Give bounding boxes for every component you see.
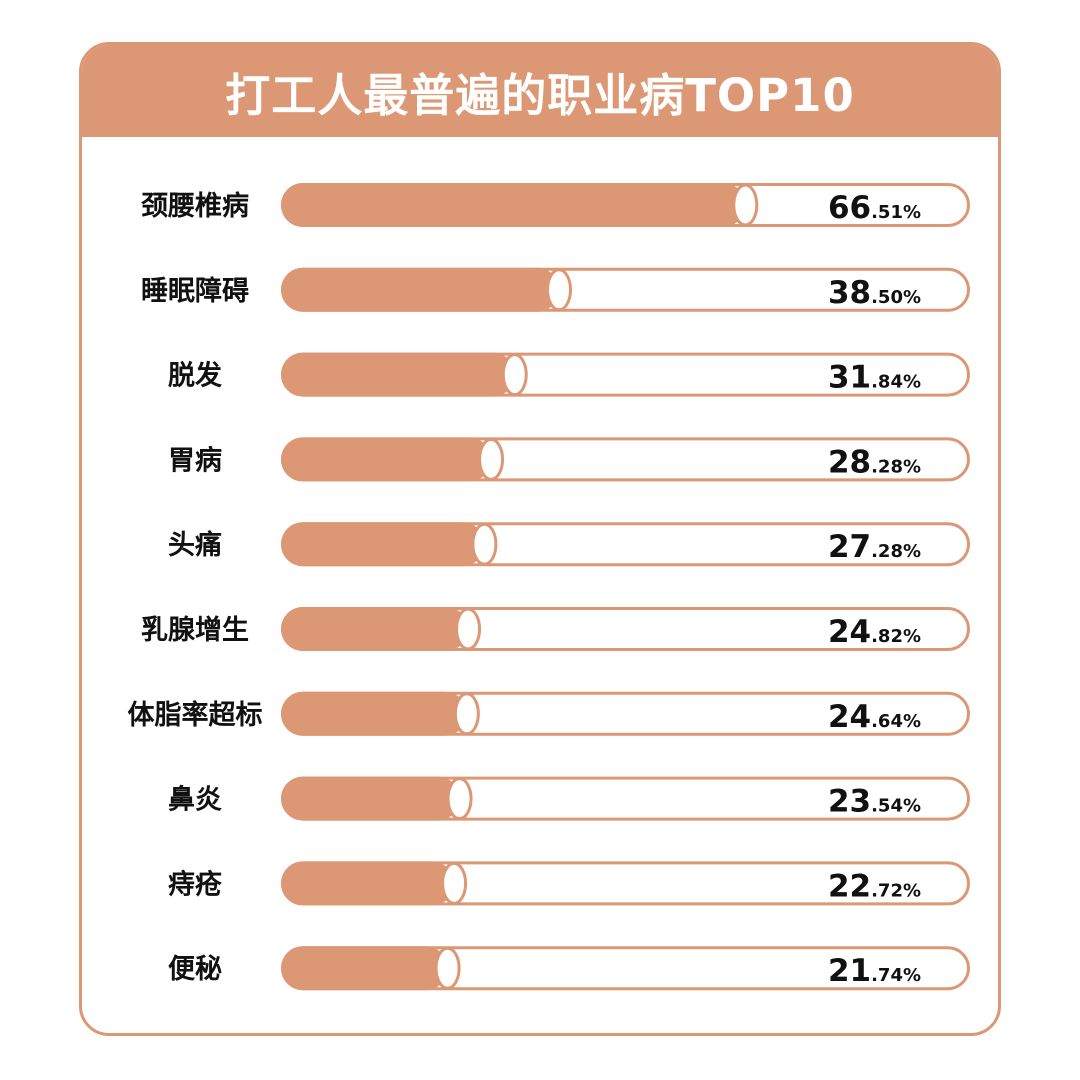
value-label: 22.72% (828, 868, 921, 904)
value-fraction: .84% (871, 372, 921, 393)
bar-knob (441, 861, 468, 905)
value-fraction: .28% (871, 456, 921, 477)
category-label: 脱发 (168, 360, 222, 392)
bar-fill (281, 861, 455, 906)
category-label: 颈腰椎病 (141, 191, 249, 222)
value-integer: 66 (828, 190, 871, 226)
category-label: 体脂率超标 (128, 699, 263, 731)
bar-row: 体脂率超标 24.64% (128, 691, 970, 736)
category-label: 睡眠障碍 (141, 275, 249, 307)
value-label: 23.54% (828, 784, 921, 820)
value-integer: 38 (828, 275, 871, 311)
value-integer: 24 (828, 699, 871, 735)
bar-fill (281, 352, 515, 397)
value-label: 21.74% (828, 953, 921, 989)
value-fraction: .54% (871, 796, 921, 817)
bar-fill (281, 267, 560, 312)
category-label: 便秘 (168, 954, 222, 985)
bar-knob (453, 692, 480, 736)
value-label: 66.51% (828, 190, 921, 226)
value-label: 38.50% (828, 275, 921, 311)
bar-knob (434, 946, 461, 990)
value-label: 28.28% (828, 444, 921, 480)
bar-knob (501, 353, 528, 397)
bar-row: 颈腰椎病 66.51% (141, 183, 970, 227)
value-label: 24.64% (828, 699, 921, 735)
bar-fill (281, 437, 492, 482)
value-label: 31.84% (828, 360, 921, 396)
value-integer: 27 (828, 529, 871, 565)
bar-knob (546, 268, 573, 312)
bar-row: 头痛 27.28% (168, 522, 970, 567)
value-integer: 23 (828, 784, 871, 820)
bar-row: 睡眠障碍 38.50% (141, 267, 970, 312)
value-fraction: .50% (871, 287, 921, 308)
value-integer: 24 (828, 614, 871, 650)
value-integer: 22 (828, 868, 871, 904)
bar-row: 乳腺增生 24.82% (141, 607, 970, 651)
value-fraction: .64% (871, 711, 921, 732)
bar-fill (281, 183, 746, 227)
bar-knob (446, 777, 473, 821)
value-fraction: .28% (871, 541, 921, 562)
value-fraction: .74% (871, 965, 921, 986)
value-fraction: .51% (871, 202, 921, 223)
bar-row: 便秘 21.74% (168, 946, 970, 991)
bar-knob (732, 183, 759, 227)
bar-knob (478, 437, 505, 481)
bar-row: 胃病 28.28% (168, 437, 970, 482)
bar-row: 脱发 31.84% (168, 352, 970, 397)
chart-title: 打工人最普遍的职业病TOP10 (225, 68, 855, 122)
category-label: 痔疮 (168, 868, 222, 900)
category-label: 头痛 (168, 529, 222, 561)
bar-row: 鼻炎 23.54% (168, 776, 970, 821)
value-label: 27.28% (828, 529, 921, 565)
value-integer: 31 (828, 360, 871, 396)
value-label: 24.82% (828, 614, 921, 650)
chart-header: 打工人最普遍的职业病TOP10 (82, 45, 998, 137)
category-label: 胃病 (168, 445, 222, 476)
bar-fill (281, 691, 467, 736)
bar-knob (471, 522, 498, 566)
value-fraction: .72% (871, 880, 921, 901)
category-label: 乳腺增生 (141, 614, 249, 646)
bar-fill (281, 776, 460, 821)
value-integer: 28 (828, 444, 871, 480)
category-label: 鼻炎 (168, 785, 222, 816)
value-fraction: .82% (871, 626, 921, 647)
bar-row: 痔疮 22.72% (168, 861, 970, 906)
bar-fill (281, 522, 485, 567)
value-integer: 21 (828, 953, 871, 989)
bar-fill (281, 607, 469, 651)
bar-knob (455, 607, 482, 651)
bar-fill (281, 946, 448, 991)
